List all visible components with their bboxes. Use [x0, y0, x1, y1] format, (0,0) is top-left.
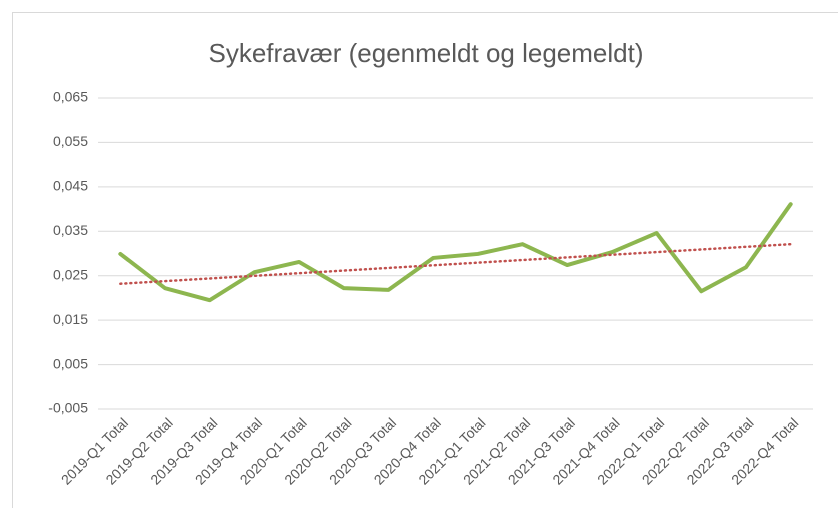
- y-tick-label: 0,055: [53, 133, 88, 149]
- chart-title: Sykefravær (egenmeldt og legemeldt): [209, 38, 644, 68]
- y-tick-label: 0,005: [53, 355, 88, 371]
- y-tick-label: 0,035: [53, 222, 88, 238]
- y-tick-label: 0,045: [53, 178, 88, 194]
- y-tick-label: 0,065: [53, 89, 88, 105]
- trendline: [119, 242, 792, 285]
- y-tick-label: -0,005: [48, 400, 88, 416]
- chart-frame: [12, 12, 838, 508]
- y-tick-label: 0,025: [53, 266, 88, 282]
- y-tick-label: 0,015: [53, 311, 88, 327]
- series-line: [118, 202, 793, 303]
